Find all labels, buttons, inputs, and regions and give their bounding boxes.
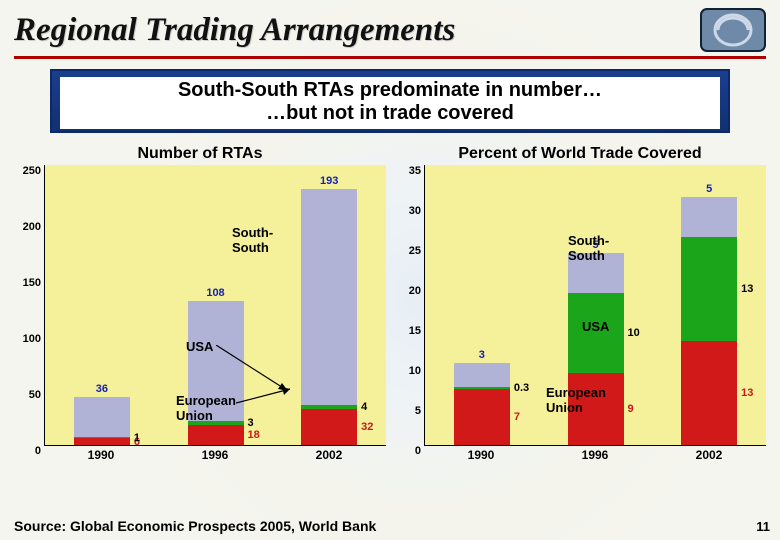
bar-seg-eu: 32 <box>301 409 357 445</box>
bar-value-label: 4 <box>361 401 367 413</box>
subtitle-line2: …but not in trade covered <box>266 102 514 124</box>
bar-value-label: 32 <box>361 421 373 433</box>
annotation-usa-right: USA <box>582 319 609 334</box>
source-text: Source: Global Economic Prospects 2005, … <box>14 518 376 534</box>
bar-value-label: 18 <box>248 429 260 441</box>
right-chart: Percent of World Trade Covered 0 5 10 15 20 2… <box>394 145 766 462</box>
bar-value-label: 3 <box>479 349 485 361</box>
bar-seg-eu: 7 <box>454 389 510 445</box>
bar-2002: 324193 <box>301 189 357 445</box>
annotation-south-left: South- South <box>232 225 273 255</box>
ytick: 5 <box>393 405 421 417</box>
xlabel: 1990 <box>44 446 158 462</box>
ytick: 30 <box>393 205 421 217</box>
bar-seg-usa: 13 <box>681 237 737 341</box>
xlabel: 1996 <box>158 446 272 462</box>
bar-seg-eu: 6 <box>74 438 130 445</box>
bar-seg-south: 3 <box>454 363 510 387</box>
bar-seg-south: 5 <box>681 197 737 237</box>
ytick: 35 <box>393 165 421 177</box>
bar-value-label: 193 <box>320 175 338 187</box>
bar-value-label: 13 <box>741 387 753 399</box>
page-number: 11 <box>756 519 770 534</box>
bar-seg-eu: 18 <box>188 425 244 445</box>
left-chart-title: Number of RTAs <box>14 145 386 163</box>
xlabel: 2002 <box>652 446 766 462</box>
annotation-south-right: South- South <box>568 233 609 263</box>
bar-value-label: 7 <box>514 411 520 423</box>
annotation-eu-right: European Union <box>546 385 606 415</box>
bar-value-label: 1 <box>134 432 140 444</box>
subtitle-box: South-South RTAs predominate in number… … <box>50 69 730 133</box>
bar-value-label: 13 <box>741 283 753 295</box>
right-chart-title: Percent of World Trade Covered <box>394 145 766 163</box>
subtitle-line1: South-South RTAs predominate in number… <box>178 79 602 101</box>
page-title: Regional Trading Arrangements <box>14 12 455 49</box>
ytick: 20 <box>393 285 421 297</box>
ytick: 200 <box>13 221 41 233</box>
bar-seg-usa: 1 <box>74 437 130 438</box>
bar-value-label: 3 <box>248 417 254 429</box>
bar-value-label: 10 <box>628 327 640 339</box>
bar-1990: 6136 <box>74 397 130 445</box>
bar-value-label: 108 <box>206 287 224 299</box>
ytick: 250 <box>13 165 41 177</box>
bar-2002: 13135 <box>681 197 737 445</box>
bar-seg-south: 36 <box>74 397 130 437</box>
ytick: 10 <box>393 365 421 377</box>
ytick: 100 <box>13 333 41 345</box>
bar-value-label: 36 <box>96 383 108 395</box>
bar-value-label: 5 <box>706 183 712 195</box>
bar-seg-eu: 13 <box>681 341 737 445</box>
left-chart: Number of RTAs 0501001502002506136183108… <box>14 145 386 462</box>
xlabel: 1996 <box>538 446 652 462</box>
ytick: 0 <box>393 445 421 457</box>
bar-seg-usa: 0.3 <box>454 387 510 389</box>
xlabel: 2002 <box>272 446 386 462</box>
ytick: 0 <box>13 445 41 457</box>
annotation-usa-left: USA <box>186 339 213 354</box>
bar-value-label: 9 <box>628 403 634 415</box>
annotation-eu-left: European Union <box>176 393 236 423</box>
bar-seg-usa: 4 <box>301 405 357 409</box>
ytick: 25 <box>393 245 421 257</box>
brand-logo-icon <box>700 8 766 52</box>
bar-1996: 9105 <box>568 253 624 445</box>
bar-value-label: 0.3 <box>514 382 529 394</box>
bar-seg-south: 193 <box>301 189 357 405</box>
ytick: 15 <box>393 325 421 337</box>
ytick: 150 <box>13 277 41 289</box>
ytick: 50 <box>13 389 41 401</box>
xlabel: 1990 <box>424 446 538 462</box>
bar-1990: 70.33 <box>454 363 510 445</box>
title-rule <box>14 56 766 59</box>
